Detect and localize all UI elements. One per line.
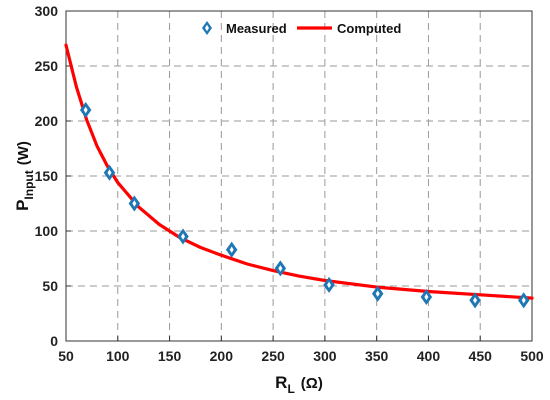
legend-label-computed: Computed xyxy=(337,21,401,36)
measured-point xyxy=(469,292,481,309)
x-axis-label-sub: L xyxy=(287,382,294,396)
legend: Measured Computed xyxy=(202,21,401,36)
measured-point xyxy=(420,288,433,306)
computed-line xyxy=(64,43,534,300)
x-tick-label: 150 xyxy=(158,348,182,364)
legend-label-measured: Measured xyxy=(226,21,287,36)
legend-item-computed: Computed xyxy=(297,21,401,36)
measured-point xyxy=(128,195,141,212)
x-tick-label: 200 xyxy=(210,348,234,364)
measured-point xyxy=(103,164,116,181)
x-axis-label-unit: (Ω) xyxy=(301,375,323,392)
x-axis-label: RL (Ω) xyxy=(275,373,323,396)
x-tick-label: 300 xyxy=(313,348,337,364)
measured-point xyxy=(371,285,384,302)
x-tick-label: 500 xyxy=(520,348,544,364)
y-axis-label-main: P xyxy=(13,200,32,211)
y-tick-label: 300 xyxy=(35,3,59,19)
y-axis-label: PInput (W) xyxy=(13,141,36,211)
x-tick-label: 250 xyxy=(261,348,285,364)
ticks: 50 100 150 200 250 300 350 400 450 50005010015020… xyxy=(35,3,544,364)
y-axis-label-unit: (W) xyxy=(15,141,32,165)
x-tick-label: 450 xyxy=(469,348,493,364)
x-tick-label: 50 xyxy=(58,348,74,364)
y-tick-label: 50 xyxy=(42,278,58,294)
measured-point xyxy=(274,260,287,277)
series-layer xyxy=(64,43,534,309)
x-tick-label: 100 xyxy=(106,348,130,364)
grid xyxy=(66,11,532,341)
x-tick-label: 400 xyxy=(417,348,441,364)
legend-item-measured: Measured xyxy=(202,21,287,36)
x-axis-label-main: R xyxy=(275,373,287,392)
y-tick-label: 150 xyxy=(35,168,59,184)
x-tick-label: 350 xyxy=(365,348,389,364)
y-tick-label: 200 xyxy=(35,113,59,129)
measured-point xyxy=(177,228,189,245)
measured-point xyxy=(79,101,92,119)
measured-point xyxy=(517,292,530,309)
y-axis-label-sub: Input xyxy=(22,170,36,199)
measured-point xyxy=(225,241,238,258)
y-tick-label: 250 xyxy=(35,58,59,74)
legend-marker-measured xyxy=(202,21,212,35)
y-tick-label: 0 xyxy=(50,333,58,349)
y-tick-label: 100 xyxy=(35,223,59,239)
measured-point xyxy=(323,276,335,293)
